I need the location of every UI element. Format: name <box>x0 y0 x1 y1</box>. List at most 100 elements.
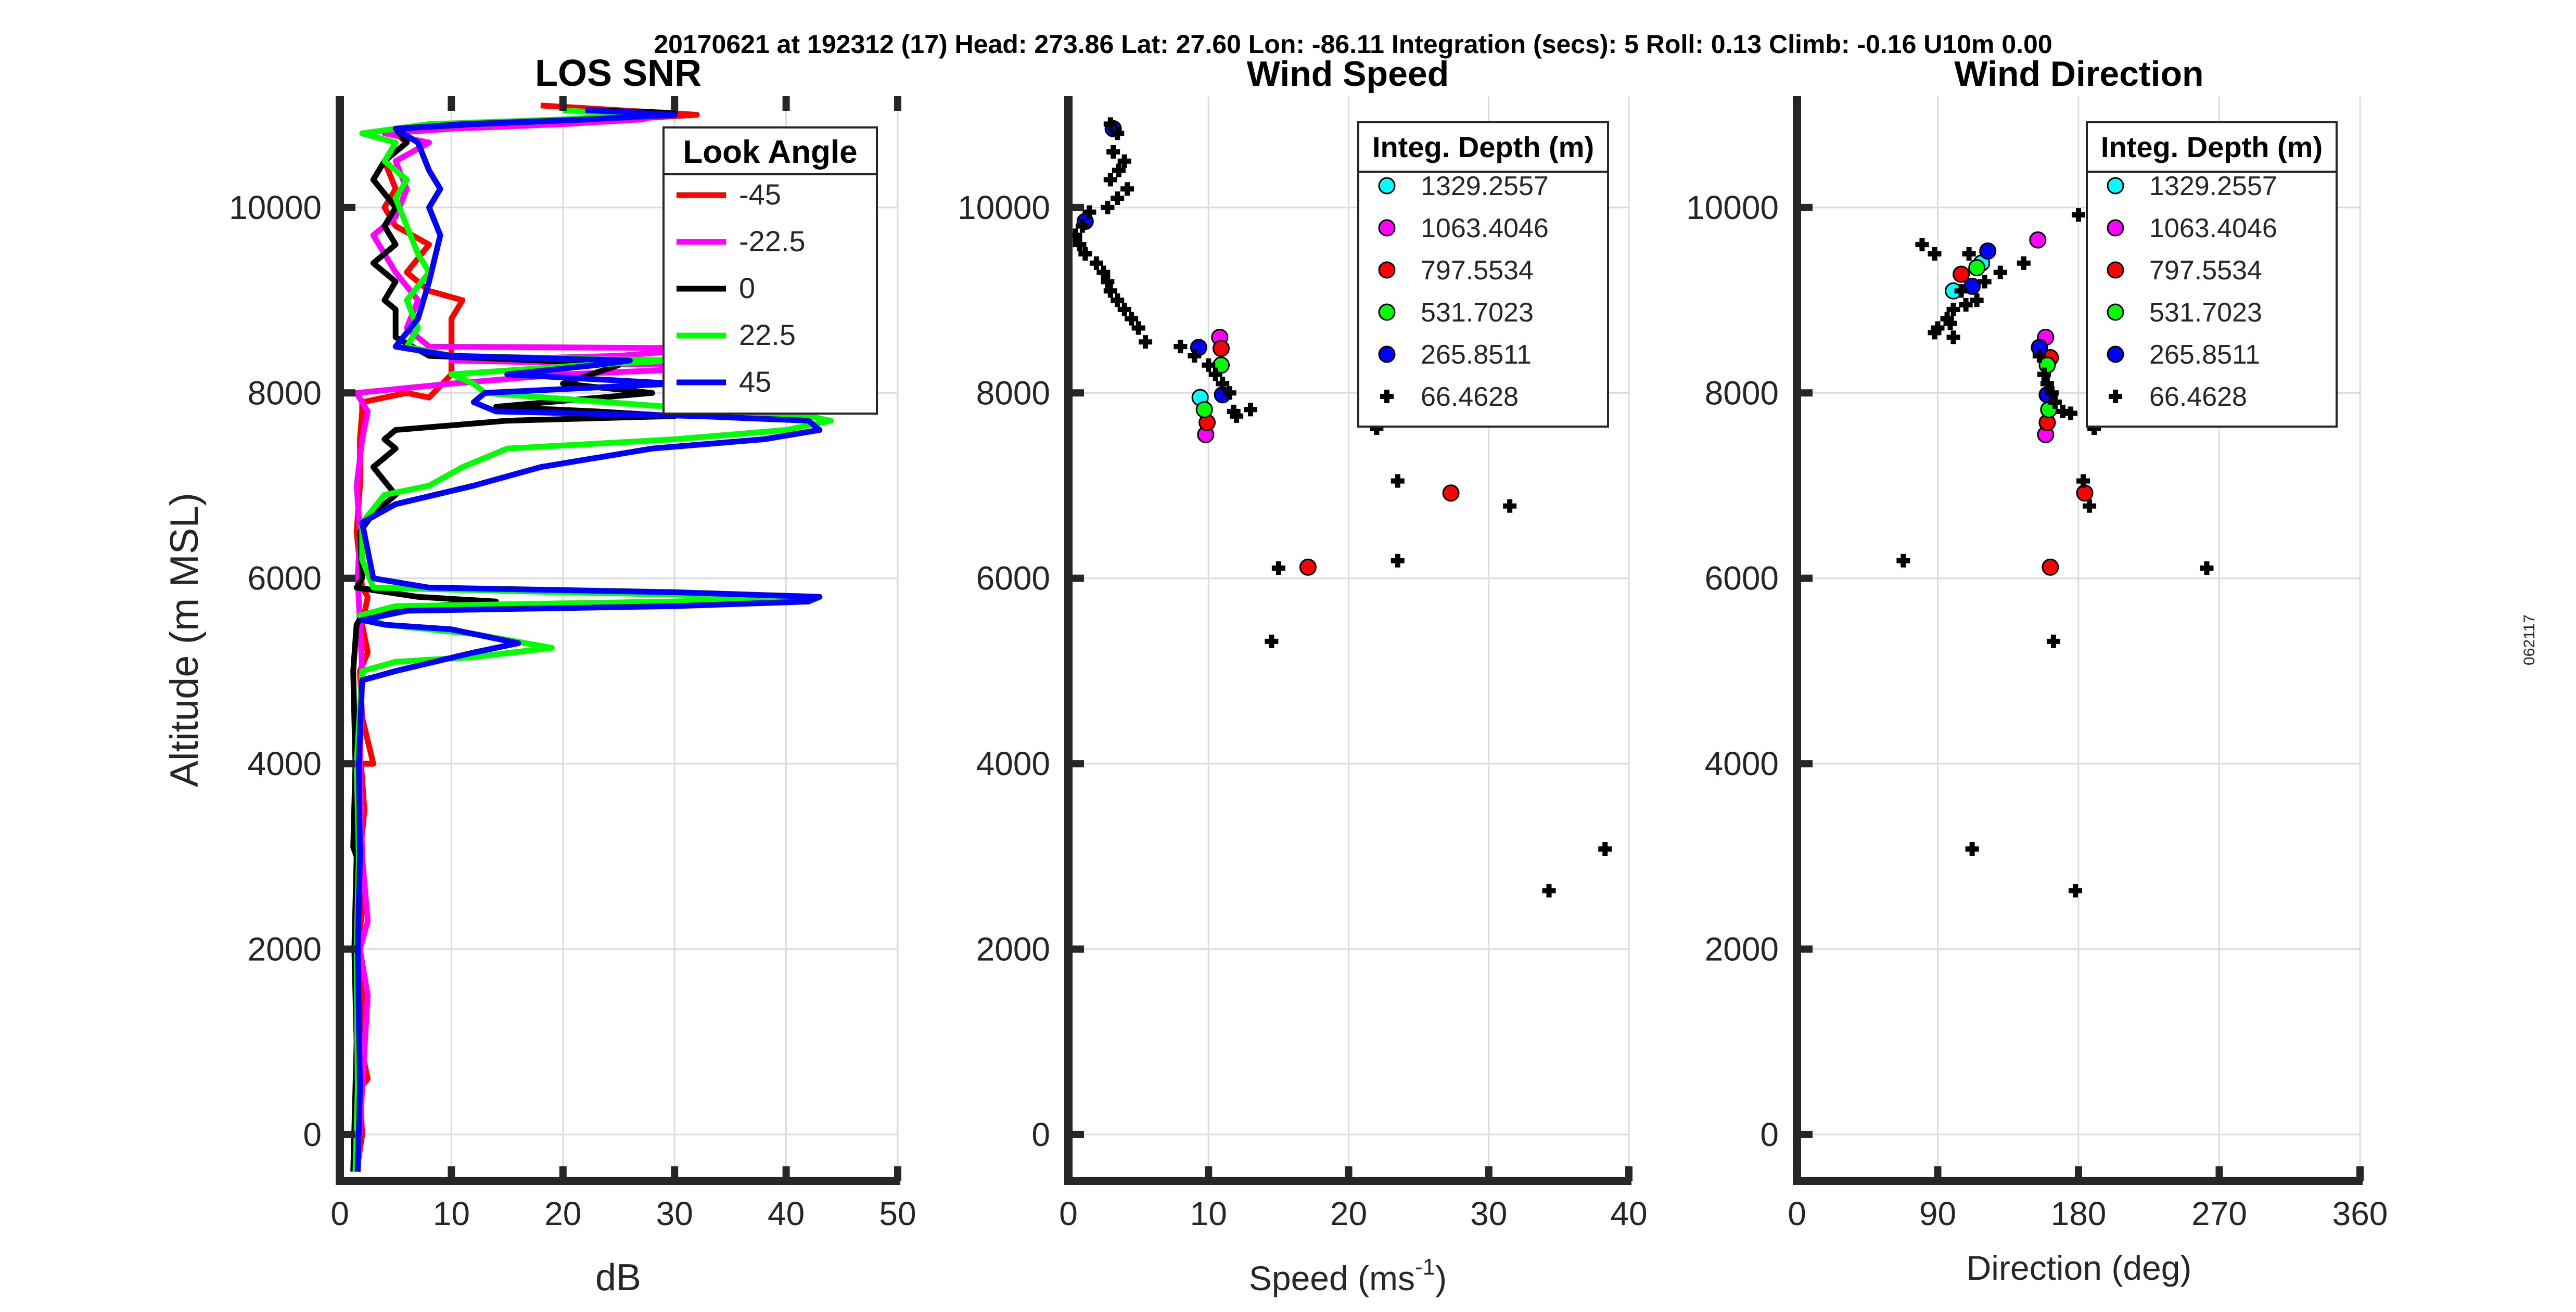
direction-legend-label: 265.8511 <box>2149 340 2260 370</box>
direction-point-66.4628 <box>1978 275 1992 289</box>
direction-point-531.7023 <box>1968 259 1986 277</box>
snr-panel: 0 10 20 30 40 50 0 2000 4000 6000 8000 10000 LOS S… <box>162 53 916 1298</box>
direction-point-1063.4046 <box>2029 231 2047 249</box>
snr-ylabel: Altitude (m MSL) <box>162 493 207 787</box>
snr-legend-label: 0 <box>739 272 755 304</box>
snr-legend-label: -22.5 <box>739 225 806 258</box>
speed-point-66.4628 <box>1202 358 1216 372</box>
direction-legend-label: 531.7023 <box>2149 298 2262 328</box>
speed-point-66.4628 <box>1111 191 1125 205</box>
speed-point-66.4628 <box>1082 205 1096 219</box>
direction-legend-swatch <box>2107 219 2124 237</box>
snr-ytick-label: 8000 <box>248 374 322 411</box>
speed-legend-label: 1329.2557 <box>1421 171 1549 201</box>
speed-legend-swatch <box>1378 219 1396 237</box>
side-label: 062117 <box>2521 614 2538 665</box>
snr-legend-label: -45 <box>739 178 781 211</box>
direction-ytick-label: 2000 <box>1705 930 1779 968</box>
snr-legend: Look Angle -45 -22.5 0 22.5 45 <box>662 126 878 415</box>
direction-legend-label: 1063.4046 <box>2149 213 2277 243</box>
speed-panel: 0 10 20 30 40 0 2000 4000 6000 8000 10000 Wind Sp… <box>958 54 1648 1297</box>
snr-xtick-label: 20 <box>544 1195 581 1232</box>
direction-point-66.4628 <box>2040 377 2054 391</box>
direction-point-66.4628 <box>2037 367 2051 381</box>
direction-point-66.4628 <box>2068 884 2082 898</box>
snr-yticks: 0 2000 4000 6000 8000 10000 <box>229 189 355 1153</box>
direction-point-66.4628 <box>1962 247 1976 261</box>
speed-yticks: 0 2000 4000 6000 8000 10000 <box>958 189 1084 1153</box>
direction-point-66.4628 <box>1970 293 1984 307</box>
speed-ytick-label: 4000 <box>976 745 1050 782</box>
snr-ytick-label: 0 <box>303 1116 322 1153</box>
speed-title: Wind Speed <box>1247 54 1449 94</box>
speed-point-66.4628 <box>1598 842 1612 856</box>
direction-xtick-label: 0 <box>1788 1195 1806 1232</box>
speed-ytick-label: 10000 <box>958 189 1050 226</box>
snr-legend-title: Look Angle <box>683 134 857 170</box>
speed-ytick-label: 0 <box>1031 1116 1050 1153</box>
direction-point-66.4628 <box>2063 406 2077 420</box>
speed-point-66.4628 <box>1542 884 1556 898</box>
direction-point-66.4628 <box>1943 316 1957 330</box>
direction-point-66.4628 <box>1896 554 1910 568</box>
direction-point-66.4628 <box>1946 330 1960 344</box>
snr-ytick-label: 2000 <box>248 930 322 968</box>
speed-point-66.4628 <box>1244 403 1258 417</box>
speed-legend-box <box>1357 121 1609 428</box>
direction-point-797.5534 <box>1953 265 1970 283</box>
speed-legend-label: 797.5534 <box>1421 255 1534 286</box>
speed-point-66.4628 <box>1111 293 1125 307</box>
snr-ytick-label: 4000 <box>248 745 322 782</box>
speed-point-66.4628 <box>1370 421 1384 435</box>
speed-point-66.4628 <box>1111 126 1125 140</box>
speed-point-66.4628 <box>1174 340 1188 354</box>
speed-series <box>1068 117 1612 898</box>
direction-point-66.4628 <box>2046 634 2060 648</box>
speed-point-66.4628 <box>1103 117 1117 131</box>
speed-legend-label: 1063.4046 <box>1421 213 1549 243</box>
direction-xticks: 0 90 180 270 360 <box>1788 1166 2388 1232</box>
speed-ytick-label: 2000 <box>976 930 1050 968</box>
snr-series--45 <box>353 102 700 1173</box>
direction-xtick-label: 90 <box>1919 1195 1956 1232</box>
direction-point-66.4628 <box>2072 208 2085 222</box>
direction-title: Wind Direction <box>1954 54 2203 94</box>
direction-point-66.4628 <box>2032 349 2046 363</box>
direction-xtick-label: 360 <box>2332 1195 2388 1232</box>
direction-point-66.4628 <box>2076 474 2090 488</box>
snr-series-22.5 <box>352 107 834 1172</box>
speed-legend-swatch <box>1378 261 1396 279</box>
snr-ytick-label: 6000 <box>248 560 322 597</box>
speed-point-66.4628 <box>1391 474 1405 488</box>
speed-point-66.4628 <box>1096 265 1111 279</box>
speed-xlabel-end: ) <box>1435 1259 1447 1297</box>
figure-header: 20170621 at 192312 (17) Head: 273.86 Lat… <box>654 30 2052 59</box>
speed-point-66.4628 <box>1216 377 1230 391</box>
speed-point-66.4628 <box>1131 321 1145 335</box>
speed-point-66.4628 <box>1230 409 1244 423</box>
snr-title: LOS SNR <box>535 53 702 94</box>
direction-point-66.4628 <box>2200 561 2214 575</box>
speed-legend-swatch <box>1378 177 1396 195</box>
speed-legend-items: 1329.2557 1063.4046 797.5534 531.7023 265.85… <box>1378 171 1549 412</box>
direction-xtick-label: 270 <box>2191 1195 2247 1232</box>
snr-xtick-label: 10 <box>433 1195 470 1232</box>
direction-point-66.4628 <box>1931 321 1945 335</box>
direction-point-797.5534 <box>2042 558 2059 576</box>
direction-yticks: 0 2000 4000 6000 8000 10000 <box>1686 189 1813 1153</box>
speed-point-66.4628 <box>1068 228 1082 242</box>
speed-point-66.4628 <box>1222 386 1236 400</box>
snr-ytick-label: 10000 <box>229 189 322 226</box>
speed-legend: Integ. Depth (m) 1329.2557 1063.4046 797.5… <box>1357 121 1609 428</box>
direction-ytick-label: 4000 <box>1705 745 1779 782</box>
speed-point-66.4628 <box>1227 404 1241 418</box>
speed-point-66.4628 <box>1271 561 1285 575</box>
direction-point-66.4628 <box>2087 421 2101 435</box>
speed-point-66.4628 <box>1089 256 1103 270</box>
snr-xtick-label: 40 <box>768 1195 805 1232</box>
speed-grid <box>1068 96 1630 1181</box>
speed-point-66.4628 <box>1188 349 1202 363</box>
speed-point-66.4628 <box>1101 275 1115 289</box>
speed-point-66.4628 <box>1208 367 1222 381</box>
speed-point-797.5534 <box>1299 558 1317 576</box>
